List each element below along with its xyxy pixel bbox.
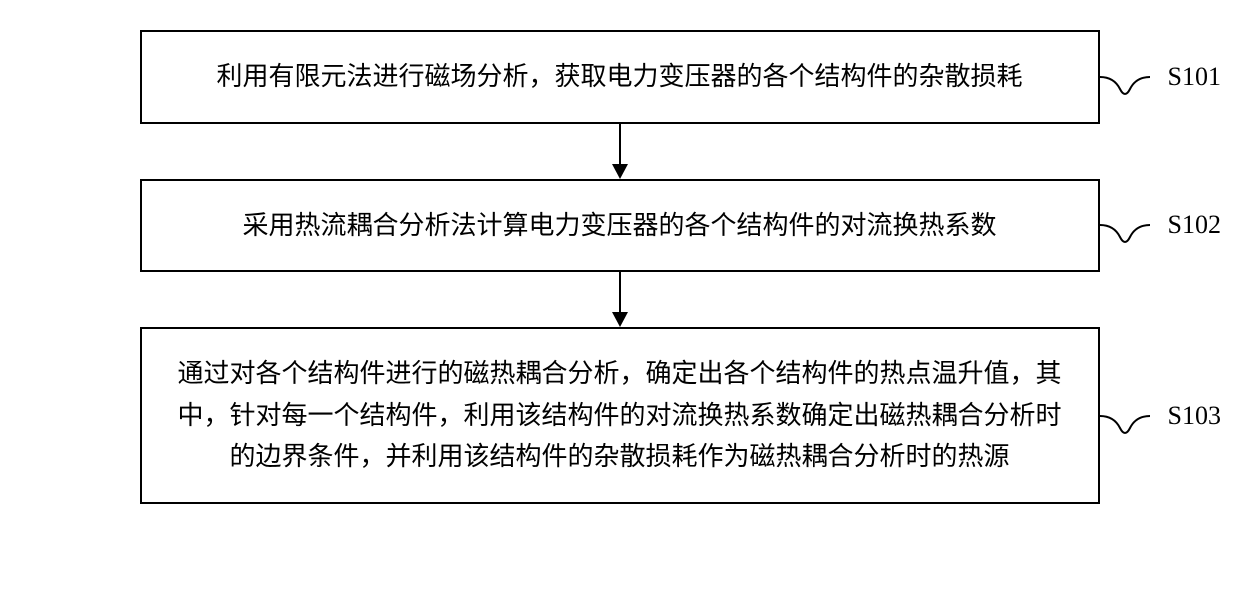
flowchart-row: 采用热流耦合分析法计算电力变压器的各个结构件的对流换热系数 S102 [140, 179, 1100, 273]
flowchart-arrow [140, 124, 1100, 179]
flowchart-step-box: 通过对各个结构件进行的磁热耦合分析，确定出各个结构件的热点温升值，其中，针对每一… [140, 327, 1100, 504]
flowchart-step-label-group: S101 [1100, 57, 1221, 97]
connector-curve-icon [1100, 396, 1150, 436]
flowchart-step-id: S101 [1168, 62, 1221, 92]
arrow-down-icon [605, 124, 635, 179]
flowchart-row: 通过对各个结构件进行的磁热耦合分析，确定出各个结构件的热点温升值，其中，针对每一… [140, 327, 1100, 504]
flowchart-step-box: 利用有限元法进行磁场分析，获取电力变压器的各个结构件的杂散损耗 [140, 30, 1100, 124]
flowchart-step-text: 采用热流耦合分析法计算电力变压器的各个结构件的对流换热系数 [242, 205, 996, 247]
flowchart-step-id: S103 [1168, 401, 1221, 431]
arrow-down-icon [605, 272, 635, 327]
flowchart-step-text: 通过对各个结构件进行的磁热耦合分析，确定出各个结构件的热点温升值，其中，针对每一… [174, 353, 1066, 478]
flowchart-step-text: 利用有限元法进行磁场分析，获取电力变压器的各个结构件的杂散损耗 [216, 56, 1022, 98]
flowchart-step-id: S102 [1168, 210, 1221, 240]
flowchart-container: 利用有限元法进行磁场分析，获取电力变压器的各个结构件的杂散损耗 S101 采用热… [0, 30, 1239, 504]
connector-curve-icon [1100, 205, 1150, 245]
flowchart-step-label-group: S103 [1100, 396, 1221, 436]
connector-curve-icon [1100, 57, 1150, 97]
flowchart-step-box: 采用热流耦合分析法计算电力变压器的各个结构件的对流换热系数 [140, 179, 1100, 273]
flowchart-row: 利用有限元法进行磁场分析，获取电力变压器的各个结构件的杂散损耗 S101 [140, 30, 1100, 124]
flowchart-step-label-group: S102 [1100, 205, 1221, 245]
flowchart-arrow [140, 272, 1100, 327]
